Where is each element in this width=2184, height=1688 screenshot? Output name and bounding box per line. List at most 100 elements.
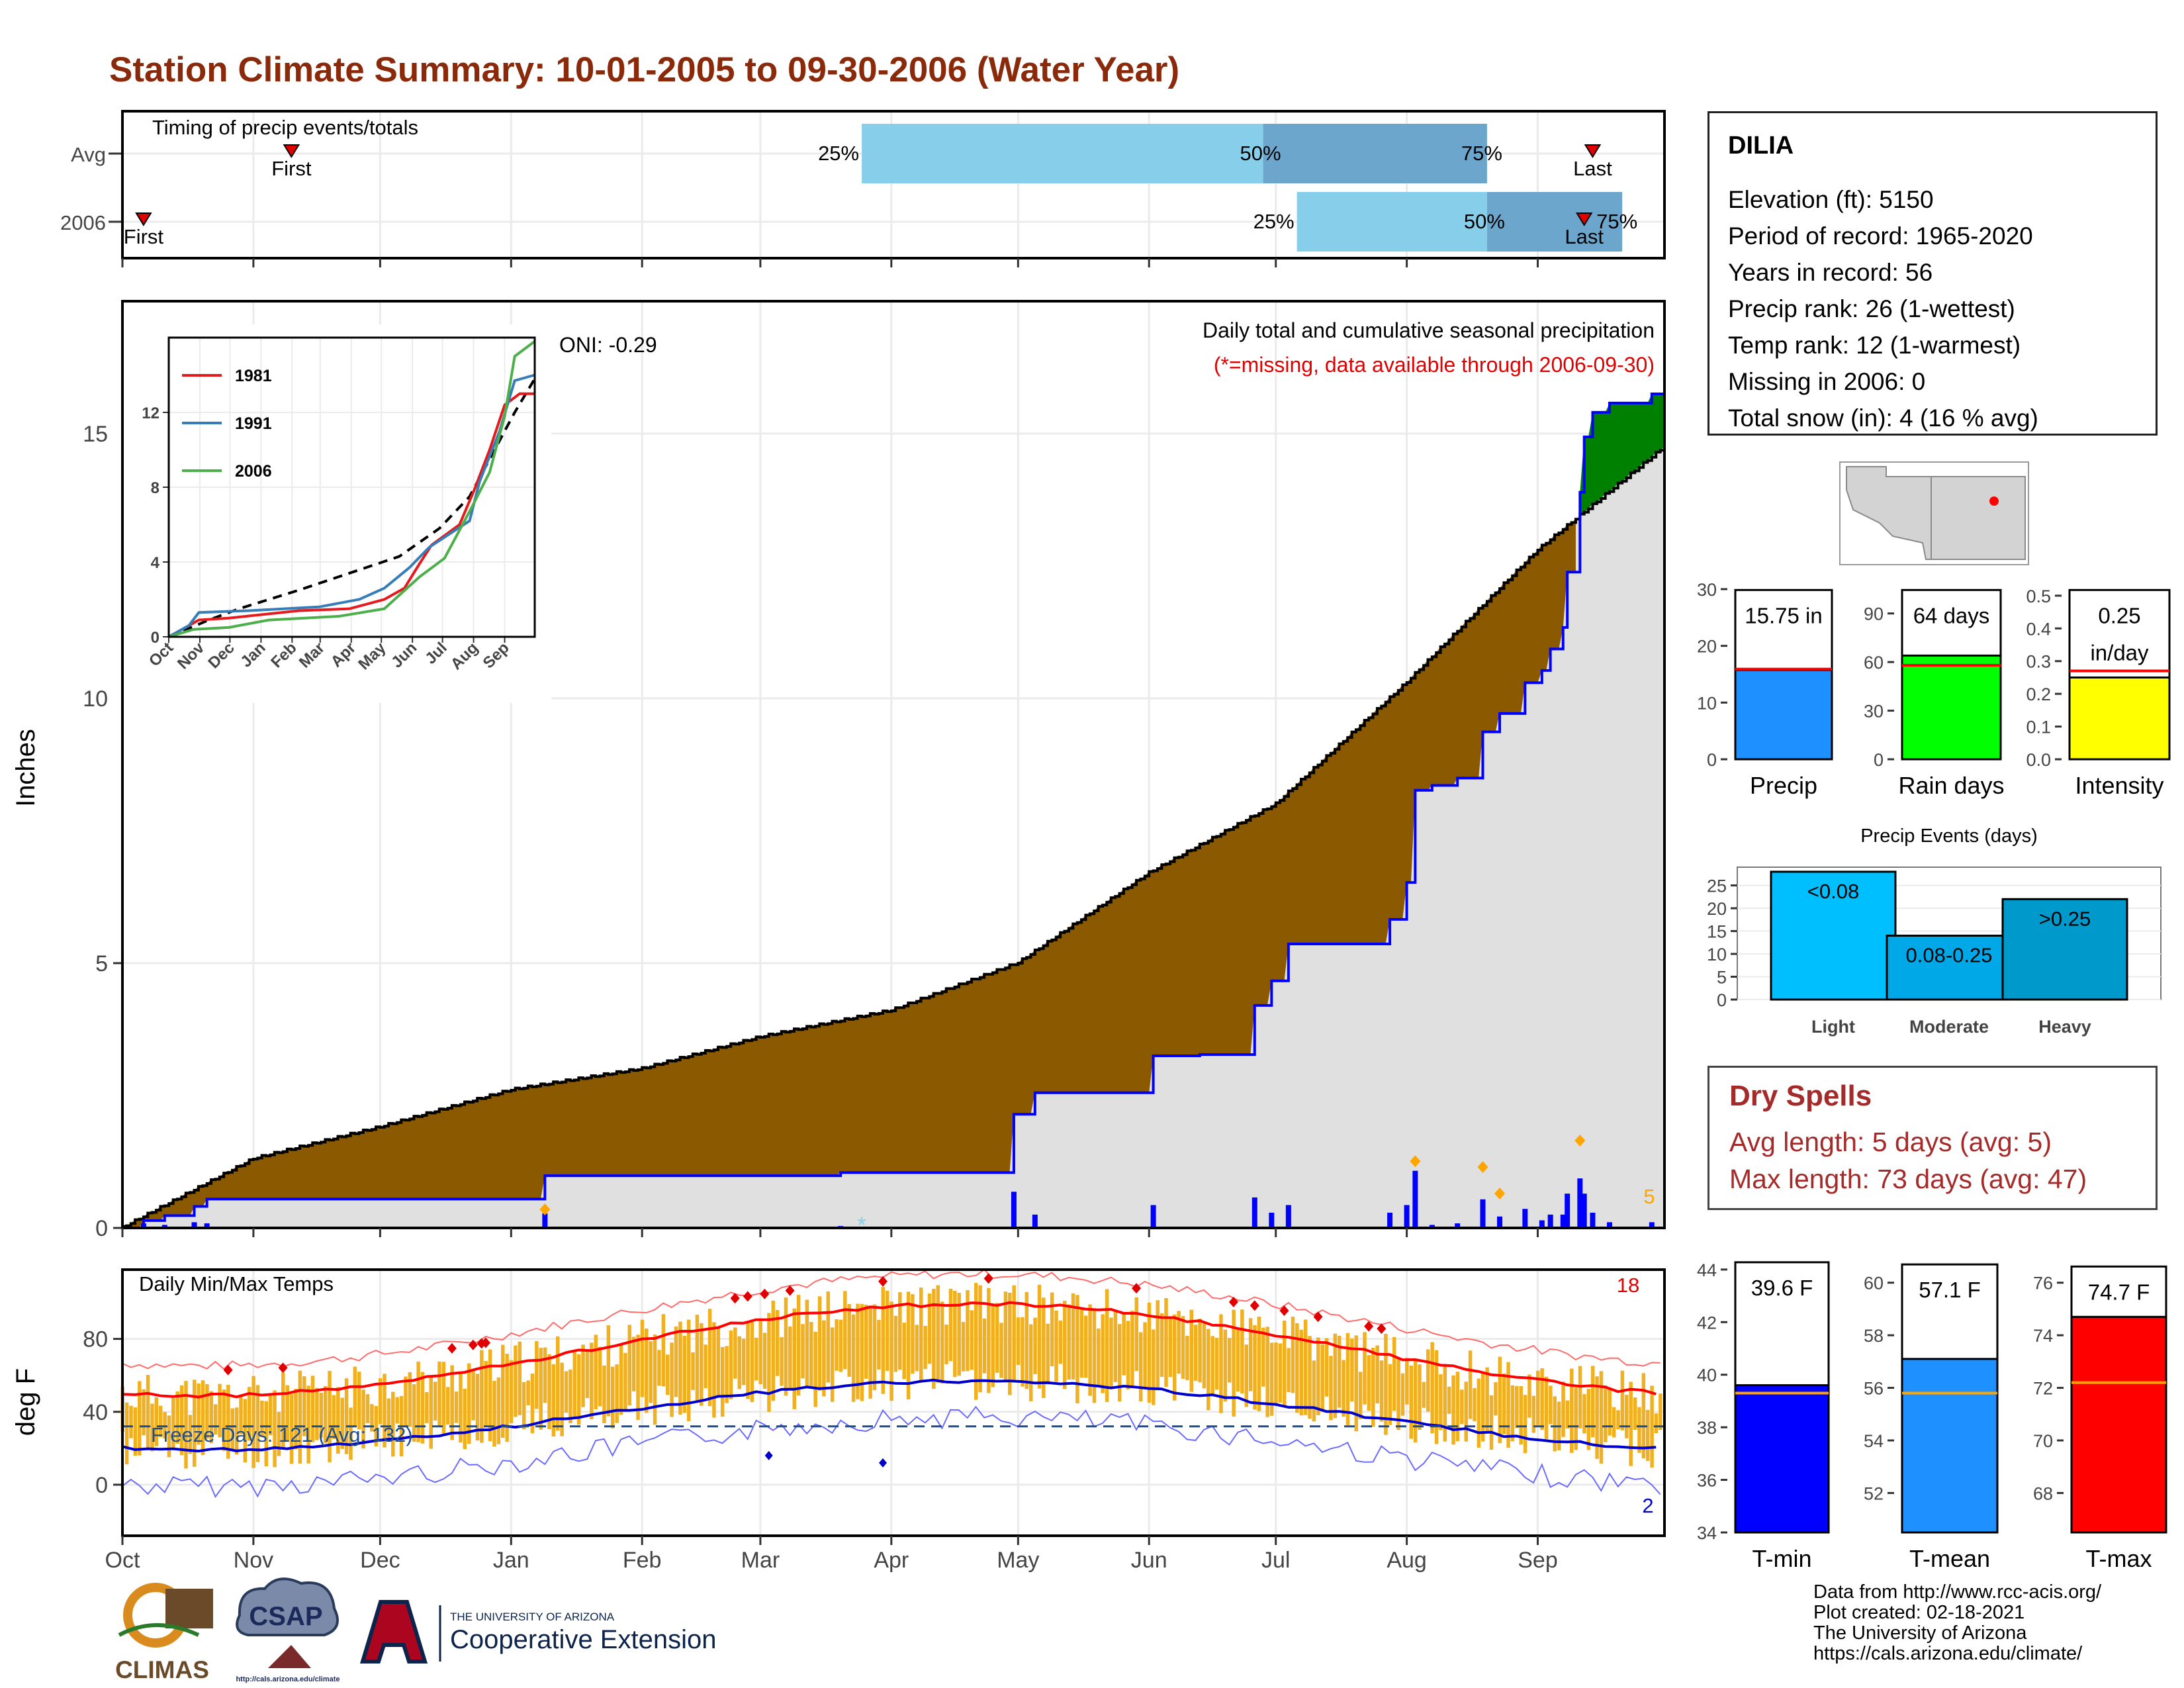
daily-temp-bar [796,1295,801,1396]
timing-label: Timing of precip events/totals [152,116,418,139]
daily-temp-bar [1105,1289,1109,1402]
daily-temp-bar [522,1382,526,1430]
daily-temp-bar [1232,1309,1236,1417]
events-bar-label: >0.25 [2039,907,2091,930]
average-max-temp-line [122,1301,1657,1399]
month-label: Jan [493,1548,529,1573]
daily-temp-bar [218,1383,222,1438]
daily-temp-bar [1481,1373,1485,1442]
daily-temp-bar [569,1369,572,1423]
daily-temp-bar [1384,1334,1388,1435]
station-info-line: Period of record: 1965-2020 [1728,222,2033,250]
daily-temp-bar [1168,1317,1173,1378]
small-chart-y-tick: 0.4 [2026,619,2051,639]
month-label: Oct [105,1548,140,1573]
daily-temp-bar [328,1370,332,1462]
small-chart-y-tick: 42 [1697,1313,1717,1333]
daily-temp-bar [383,1374,387,1448]
daily-temp-bar [1050,1292,1054,1366]
daily-temp-bar [332,1395,336,1440]
daily-temp-bar [645,1329,649,1413]
daily-temp-bar [758,1319,762,1384]
small-chart-y-tick: 0.2 [2026,684,2051,704]
month-label: Aug [1387,1548,1427,1573]
small-chart-y-tick: 60 [1864,1274,1884,1293]
record-high-count: 18 [1617,1274,1639,1297]
daily-temp-bar [1565,1400,1570,1429]
daily-temp-bar [1489,1395,1494,1450]
daily-temp-bar [860,1303,864,1401]
daily-temp-bar [1012,1285,1016,1382]
daily-temp-bar [395,1397,399,1424]
daily-temp-bar [1083,1315,1088,1378]
daily-temp-bar [310,1376,315,1442]
daily-temp-bar [754,1337,758,1381]
daily-temp-bar [999,1323,1003,1378]
daily-temp-bar [1193,1325,1198,1382]
daily-temp-bar [792,1308,796,1409]
record-high-marker [1132,1283,1142,1294]
daily-precip-bar [1565,1194,1570,1228]
y-axis-title: Inches [11,729,40,807]
daily-temp-bar [1342,1360,1345,1417]
daily-precip-bar [1404,1205,1410,1228]
daily-temp-bar [1392,1336,1396,1411]
daily-temp-bar [488,1349,492,1442]
daily-temp-bar [1016,1317,1021,1365]
daily-precip-bar [1251,1197,1257,1228]
daily-temp-bar [251,1376,255,1468]
heavy-event-marker [1494,1188,1506,1199]
daily-temp-bar [1527,1374,1531,1418]
daily-temp-bar [927,1293,932,1364]
inset-series-2006 [168,340,536,638]
heavy-event-marker [1574,1135,1586,1147]
daily-temp-bar [268,1395,273,1436]
daily-temp-bar [344,1378,349,1454]
daily-temp-bar [1101,1314,1105,1393]
daily-temp-bar [822,1320,826,1397]
daily-temp-bar [349,1407,353,1460]
daily-temp-bar [636,1335,640,1421]
daily-temp-bar [1126,1321,1130,1389]
daily-temp-bar [1367,1355,1371,1411]
precip-panel-header: Daily total and cumulative seasonal prec… [1203,318,1655,342]
small-chart-category: Intensity [2075,772,2163,799]
daily-temp-bar [1248,1318,1253,1391]
daily-temp-bar [260,1400,264,1436]
daily-temp-bar [746,1323,750,1399]
daily-temp-bar [784,1297,788,1396]
timing-percent-label: 25% [818,142,859,165]
credits: Data from http://www.rcc-acis.org/ Plot … [1813,1582,2101,1664]
deficit-area [122,519,1576,1229]
daily-temp-bar [1324,1338,1329,1397]
daily-temp-bar [936,1285,940,1383]
daily-temp-bar [1160,1313,1164,1378]
oni-label: ONI: -0.29 [559,333,657,357]
daily-precip-bar [1429,1225,1435,1228]
small-chart-y-tick: 54 [1864,1431,1884,1451]
daily-temp-bar [179,1385,184,1456]
daily-temp-bar [704,1344,707,1389]
daily-temp-bar [539,1348,543,1430]
daily-temp-bar [243,1399,248,1463]
daily-temp-bar [1109,1317,1113,1389]
daily-temp-bar [974,1282,978,1400]
daily-temp-bar [1544,1376,1549,1440]
daily-precip-bar [1150,1205,1156,1228]
daily-temp-bar [1008,1292,1012,1395]
small-chart-y-tick: 0 [1707,750,1717,770]
daily-temp-bar [319,1392,324,1438]
daily-temp-bar [1612,1407,1616,1438]
station-info-box: DILIA Elevation (ft): 5150 Period of rec… [1707,111,2158,436]
daily-precip-bar [161,1225,167,1228]
daily-temp-bar [1269,1342,1274,1416]
daily-temp-bar [526,1380,530,1405]
daily-temp-bar [1426,1349,1430,1412]
daily-temp-bar [1219,1314,1223,1413]
daily-temp-bar [480,1350,484,1443]
daily-temp-bar [872,1304,877,1391]
record-low-count: 2 [1642,1494,1653,1517]
daily-temp-bar [1067,1304,1071,1380]
small-chart-y-tick: 10 [1697,693,1717,713]
daily-temp-bar [1608,1387,1612,1436]
